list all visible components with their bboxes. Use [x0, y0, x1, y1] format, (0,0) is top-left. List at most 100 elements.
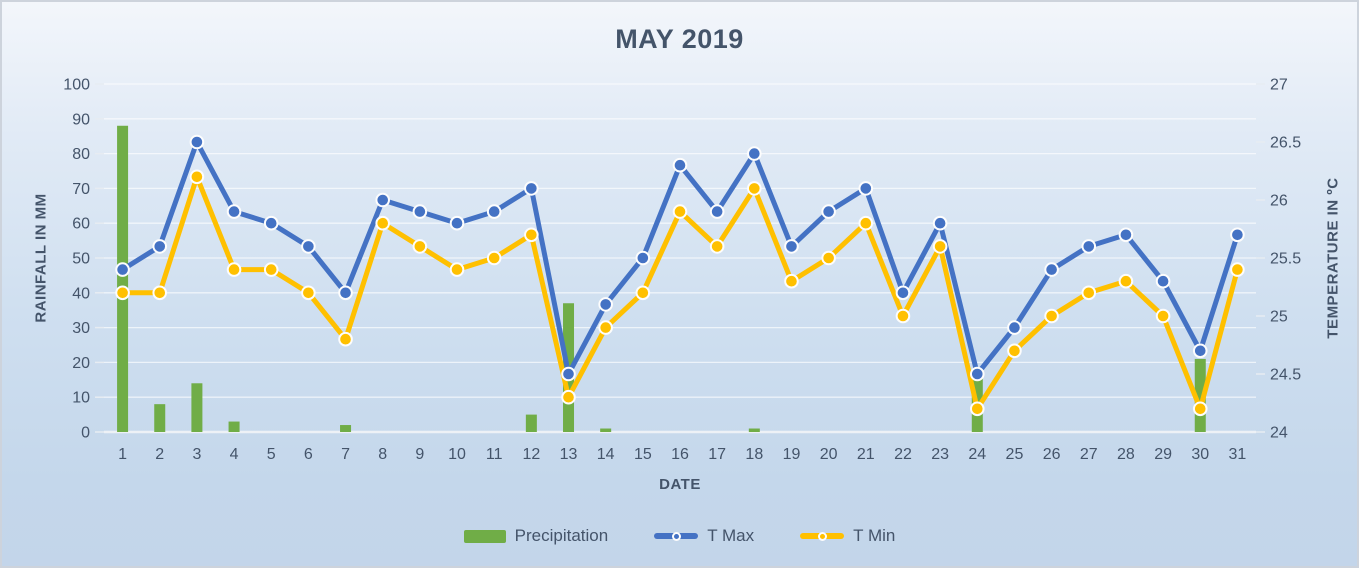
tmin-point: [152, 285, 168, 301]
legend-item-tmin: T Min: [800, 526, 895, 546]
tmax-point: [598, 297, 613, 312]
right-axis-title: TEMPERATURE IN ºC: [1324, 177, 1342, 339]
tmin-point: [263, 262, 279, 277]
tmin-swatch-dot-icon: [817, 531, 827, 541]
tmax-swatch-icon: [654, 531, 699, 541]
chart-legend: Precipitation T Max T Min: [2, 526, 1357, 546]
x-axis-tick-label: 31: [1229, 446, 1247, 463]
precipitation-bar: [525, 414, 537, 432]
left-axis-tick-label: 10: [72, 390, 90, 407]
tmax-point: [263, 215, 279, 231]
x-axis-tick-label: 9: [415, 446, 424, 463]
tmin-point: [932, 239, 948, 254]
x-axis-tick-label: 26: [1043, 446, 1061, 463]
x-axis-tick-label: 8: [378, 446, 387, 463]
tmax-point: [635, 250, 651, 266]
x-axis-tick-label: 21: [857, 446, 875, 463]
left-axis-tick-label: 80: [72, 146, 90, 163]
legend-label-precipitation: Precipitation: [514, 526, 609, 545]
tmax-point: [1044, 262, 1059, 277]
tmax-point: [115, 262, 130, 277]
tmax-point: [895, 285, 911, 301]
tmin-point: [486, 250, 502, 266]
precipitation-bar: [340, 425, 352, 432]
tmin-point: [969, 401, 985, 417]
tmin-point: [858, 215, 874, 231]
tmax-point: [524, 181, 539, 196]
tmax-point: [152, 239, 168, 254]
tmin-point: [1155, 308, 1171, 324]
x-axis-tick-label: 6: [304, 446, 313, 463]
right-axis-tick-label: 25.5: [1270, 251, 1301, 268]
x-axis-tick-label: 4: [230, 446, 239, 463]
tmax-point: [189, 134, 205, 150]
precipitation-bar: [154, 404, 166, 432]
chart-title: MAY 2019: [615, 24, 744, 54]
tmax-point: [338, 285, 353, 301]
precipitation-bar: [191, 383, 203, 432]
tmin-point: [338, 331, 353, 347]
tmin-point: [226, 262, 242, 277]
tmin-point: [709, 239, 725, 254]
tmax-point: [1081, 239, 1097, 254]
tmax-point: [1155, 273, 1171, 289]
tmin-point: [1007, 343, 1022, 359]
tmax-point: [1007, 320, 1022, 335]
tmax-point: [672, 157, 688, 173]
x-axis-tick-label: 20: [820, 446, 838, 463]
tmin-point: [449, 262, 465, 277]
tmin-point: [1230, 262, 1245, 277]
left-axis-tick-label: 60: [72, 216, 90, 233]
tmin-point: [747, 181, 762, 196]
precipitation-bar: [117, 125, 129, 432]
x-axis-tick-label: 24: [968, 446, 986, 463]
tmin-point: [375, 215, 391, 231]
right-axis-tick-label: 24.5: [1270, 367, 1301, 384]
x-axis-tick-label: 11: [486, 446, 503, 463]
left-axis-tick-label: 20: [72, 355, 90, 372]
tmin-point: [598, 320, 613, 335]
tmin-point: [1081, 285, 1097, 301]
x-axis-tick-label: 19: [783, 446, 801, 463]
x-axis-tick-label: 28: [1117, 446, 1135, 463]
x-axis-tick-label: 3: [192, 446, 201, 463]
x-axis-tick-label: 16: [671, 446, 689, 463]
x-axis-tick-label: 30: [1191, 446, 1209, 463]
legend-label-tmin: T Min: [853, 526, 896, 545]
tmax-point: [932, 215, 948, 231]
legend-item-tmax: T Max: [654, 526, 754, 546]
x-axis-tick-label: 27: [1080, 446, 1098, 463]
tmax-point: [449, 215, 465, 231]
tmax-point: [1118, 227, 1134, 243]
left-axis-tick-label: 90: [72, 111, 90, 128]
precipitation-bar: [1194, 358, 1206, 432]
tmin-point: [412, 239, 428, 254]
tmax-point: [375, 192, 391, 208]
tmin-point: [784, 273, 799, 289]
x-axis-tick-label: 1: [118, 446, 127, 463]
tmax-point: [747, 146, 762, 161]
x-axis-tick-label: 10: [448, 446, 466, 463]
tmin-point: [635, 285, 651, 301]
tmax-swatch-dot-icon: [671, 531, 681, 541]
x-axis-tick-label: 7: [341, 446, 350, 463]
tmax-point: [821, 204, 836, 219]
precipitation-bar: [228, 421, 240, 432]
right-axis-tick-label: 24: [1270, 425, 1288, 442]
left-axis-tick-label: 40: [72, 285, 90, 302]
tmin-point: [301, 285, 316, 301]
tmax-point: [1230, 227, 1245, 243]
left-axis-tick-label: 70: [72, 181, 90, 198]
precipitation-swatch-icon: [463, 529, 506, 543]
left-axis-title: RAINFALL IN MM: [32, 193, 50, 323]
tmax-point: [969, 366, 985, 382]
left-axis-tick-label: 30: [72, 320, 90, 337]
x-axis-tick-label: 13: [560, 446, 578, 463]
tmin-point: [524, 227, 539, 243]
precipitation-bar: [748, 428, 760, 432]
tmax-point: [412, 204, 428, 219]
legend-label-tmax: T Max: [707, 526, 755, 545]
right-axis-tick-label: 25: [1270, 309, 1288, 326]
